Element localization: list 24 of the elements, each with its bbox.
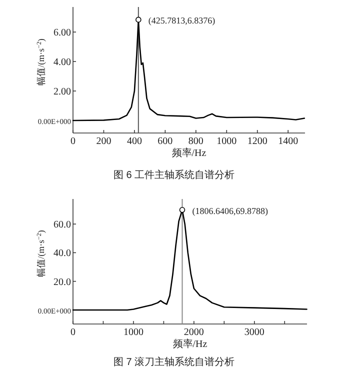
- y-tick-label: 60.0: [54, 220, 71, 231]
- x-axis-title: 频率/Hz: [172, 338, 208, 350]
- x-tick-label: 2000: [184, 327, 204, 338]
- x-tick-label: 1000: [216, 136, 237, 147]
- x-axis-title: 频率/Hz: [172, 147, 207, 159]
- x-tick-label: 1200: [247, 136, 268, 147]
- x-tick-label: 0: [70, 327, 76, 338]
- caption: 图 6 工件主轴系统自谱分析: [113, 169, 235, 181]
- y-tick-label: 6.00: [54, 28, 71, 39]
- annotation: (1806.6406,69.8788): [192, 206, 268, 216]
- x-tick-label: 1000: [123, 327, 144, 338]
- x-tick-label: 0: [70, 136, 76, 147]
- x-tick-label: 3000: [244, 327, 264, 338]
- caption: 图 7 滚刀主轴系统自谱分析: [113, 356, 235, 368]
- x-tick-label: 400: [126, 136, 142, 147]
- x-tick-label: 200: [96, 136, 112, 147]
- y-tick-label: 40.0: [54, 248, 71, 260]
- x-tick-label: 1400: [278, 136, 298, 147]
- y-tick-label: 4.00: [54, 57, 71, 68]
- annotation: (425.7813,6.8376): [148, 16, 216, 26]
- x-tick-label: 600: [158, 136, 173, 147]
- x-tick-label: 800: [188, 136, 204, 147]
- y-tick-label: 2.00: [54, 86, 71, 98]
- y-tick-label: 20.0: [54, 276, 71, 288]
